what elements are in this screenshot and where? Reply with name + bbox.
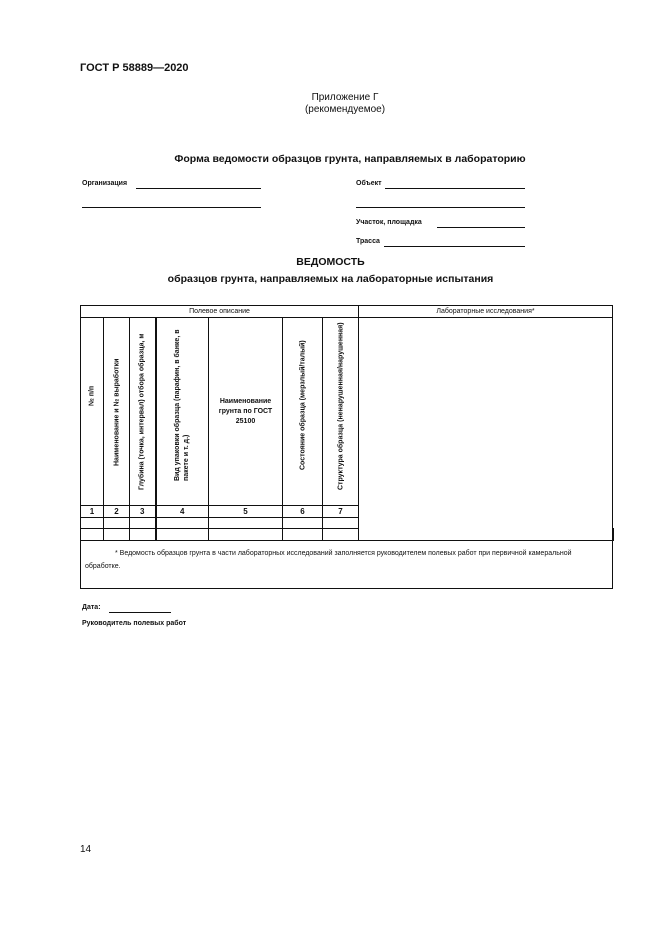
field-head-label: Руководитель полевых работ (82, 620, 187, 627)
date-line (109, 612, 171, 613)
page-number: 14 (80, 844, 92, 855)
samples-table: Полевое описание Лабораторные исследован… (80, 305, 614, 589)
column-number: 2 (103, 505, 130, 518)
column-number: 7 (322, 505, 359, 518)
column-number: 3 (129, 505, 157, 518)
site-label: Участок, площадка (356, 219, 422, 226)
column-header-6: Состояние образца (мерзлый/талый) (282, 317, 323, 506)
appendix-heading: Приложение Г (рекомендуемое) (0, 92, 661, 116)
route-label: Трасса (356, 238, 380, 245)
column-number: 6 (282, 505, 323, 518)
object-line-2 (356, 207, 525, 208)
column-header-5: Наименование грунта по ГОСТ 25100 (208, 317, 283, 506)
lab-research-header: Лабораторные исследования* (358, 305, 613, 318)
appendix-title: Приложение Г (311, 92, 379, 103)
column-number: 5 (208, 505, 283, 518)
site-line (437, 227, 525, 228)
column-header-7: Структура образца (ненарушенная/нарушенн… (322, 317, 359, 506)
table-footnote: * Ведомость образцов грунта в части лабо… (80, 540, 613, 589)
object-label: Объект (356, 180, 382, 187)
column-number: 1 (80, 505, 104, 518)
standard-number: ГОСТ Р 58889—2020 (80, 62, 189, 74)
document-subtitle: образцов грунта, направляемых на лаборат… (167, 273, 494, 285)
organization-line (136, 188, 261, 189)
column-number: 4 (155, 505, 209, 518)
object-line (385, 188, 525, 189)
organization-line-2 (82, 207, 261, 208)
column-header-1: № п/п (80, 317, 104, 506)
column-header-4: Вид упаковки образца (парафин, в банке, … (155, 317, 209, 506)
table-row (80, 528, 614, 541)
appendix-subtitle: (рекомендуемое) (304, 104, 386, 115)
column-header-3: Глубина (точка, интервал) отбора образца… (129, 317, 157, 506)
organization-label: Организация (82, 180, 128, 187)
form-title: Форма ведомости образцов грунта, направл… (174, 153, 526, 165)
column-header-2: Наименование и № выработки (103, 317, 130, 506)
date-label: Дата: (82, 604, 101, 611)
lab-research-area (358, 317, 613, 541)
document-title: ВЕДОМОСТЬ (296, 256, 365, 268)
field-description-header: Полевое описание (80, 305, 359, 318)
route-line (384, 246, 525, 247)
